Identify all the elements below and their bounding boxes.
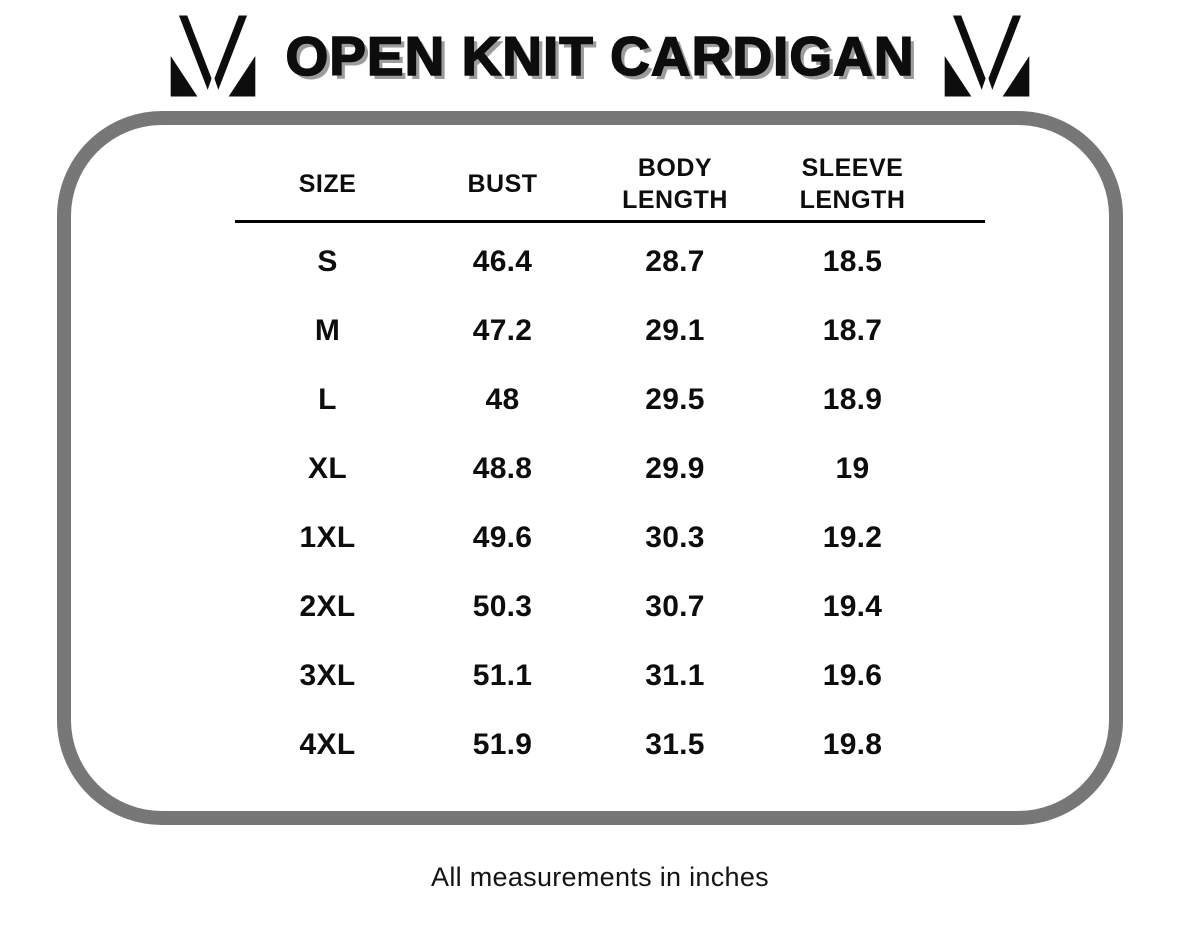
cell-body-length: 30.7 — [645, 589, 705, 623]
cell-sleeve-length: 19.8 — [822, 727, 883, 761]
column-header-label: SLEEVE — [801, 154, 904, 182]
page-title: OPEN KNIT CARDIGAN — [285, 24, 915, 88]
cell-sleeve-length: 19.4 — [822, 589, 883, 623]
cell-bust: 46.4 — [472, 244, 533, 278]
page-header: OPEN KNIT CARDIGAN — [0, 0, 1200, 112]
cell-sleeve-length: 19.2 — [822, 520, 883, 554]
table-header-row: SIZE BUST BODY LENGTH SLEEVE LENGTH — [235, 150, 985, 218]
cell-body-length: 30.3 — [645, 520, 705, 554]
cell-sleeve-length: 19 — [835, 451, 870, 485]
brand-monogram-icon — [941, 12, 1033, 100]
header-divider-line — [235, 220, 985, 223]
table-row: 1XL 49.6 30.3 19.2 — [235, 503, 985, 572]
table-row: XL 48.8 29.9 19 — [235, 434, 985, 503]
cell-size: 2XL — [299, 589, 356, 623]
column-header-label: LENGTH — [799, 186, 906, 214]
brand-monogram-icon — [167, 12, 259, 100]
cell-size: 1XL — [299, 520, 356, 554]
table-row: 3XL 51.1 31.1 19.6 — [235, 641, 985, 710]
cell-body-length: 29.1 — [645, 313, 705, 347]
cell-bust: 48.8 — [472, 451, 533, 485]
column-header-body-length: BODY LENGTH — [585, 152, 765, 216]
column-header-label: SIZE — [298, 170, 357, 198]
cell-body-length: 29.9 — [645, 451, 705, 485]
table-row: L 48 29.5 18.9 — [235, 365, 985, 434]
cell-bust: 51.1 — [472, 658, 533, 692]
size-chart-panel — [57, 111, 1123, 825]
measurements-note: All measurements in inches — [431, 862, 769, 892]
cell-size: L — [318, 382, 337, 416]
cell-size: S — [317, 244, 338, 278]
cell-bust: 49.6 — [472, 520, 533, 554]
cell-size: 4XL — [299, 727, 356, 761]
cell-sleeve-length: 19.6 — [822, 658, 883, 692]
column-header-bust: BUST — [420, 168, 585, 200]
cell-size: 3XL — [299, 658, 356, 692]
cell-size: M — [314, 313, 341, 347]
table-row: 2XL 50.3 30.7 19.4 — [235, 572, 985, 641]
size-chart-table: SIZE BUST BODY LENGTH SLEEVE LENGTH S 46… — [235, 150, 985, 779]
column-header-label: BUST — [467, 170, 538, 198]
cell-bust: 51.9 — [472, 727, 533, 761]
cell-sleeve-length: 18.9 — [822, 382, 883, 416]
cell-body-length: 31.5 — [645, 727, 705, 761]
cell-bust: 47.2 — [472, 313, 533, 347]
table-row: S 46.4 28.7 18.5 — [235, 227, 985, 296]
column-header-sleeve-length: SLEEVE LENGTH — [765, 152, 940, 216]
cell-size: XL — [308, 451, 347, 485]
table-row: M 47.2 29.1 18.7 — [235, 296, 985, 365]
cell-sleeve-length: 18.7 — [822, 313, 883, 347]
table-row: 4XL 51.9 31.5 19.8 — [235, 710, 985, 779]
cell-body-length: 31.1 — [645, 658, 705, 692]
cell-body-length: 29.5 — [645, 382, 705, 416]
column-header-label: BODY — [637, 154, 713, 182]
cell-bust: 50.3 — [472, 589, 533, 623]
cell-bust: 48 — [485, 382, 520, 416]
cell-sleeve-length: 18.5 — [822, 244, 883, 278]
cell-body-length: 28.7 — [645, 244, 705, 278]
column-header-label: LENGTH — [622, 186, 728, 214]
column-header-size: SIZE — [235, 168, 420, 200]
table-body: S 46.4 28.7 18.5 M 47.2 29.1 18.7 L 48 2… — [235, 227, 985, 779]
